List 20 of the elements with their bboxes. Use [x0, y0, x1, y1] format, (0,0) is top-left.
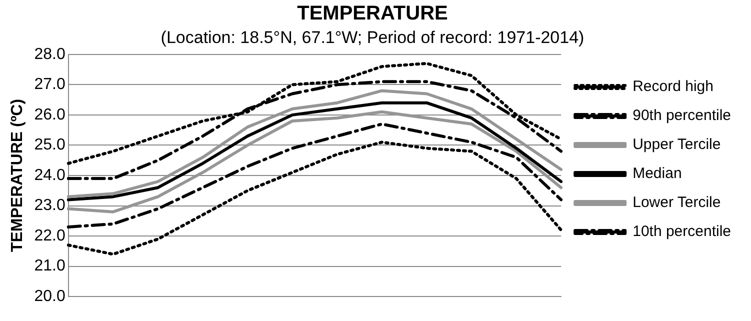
y-axis-title: TEMPERATURE (ºC)	[9, 98, 26, 252]
y-tick-label: 23.0	[34, 197, 66, 214]
legend-label: Record high	[632, 78, 714, 96]
y-tick-label: 26.0	[34, 106, 66, 124]
y-tick-label: 20.0	[34, 288, 66, 306]
line-series	[66, 140, 563, 256]
y-tick-label: 27.0	[34, 76, 66, 94]
legend-label: Lower Tercile	[632, 194, 721, 212]
legend-label: Upper Tercile	[632, 136, 721, 154]
chart-subtitle: (Location: 18.5°N, 67.1°W; Period of record: 1971-2014)	[160, 28, 584, 47]
chart-title: TEMPERATURE	[297, 2, 448, 25]
y-tick-label: 28.0	[34, 46, 66, 63]
legend-label: 90th percentile	[632, 107, 732, 124]
line-series	[66, 122, 563, 228]
y-tick-label: 21.0	[34, 258, 66, 275]
y-tick-label: 25.0	[34, 136, 66, 154]
y-tick-label: 22.0	[34, 227, 66, 244]
legend-label: Median	[632, 165, 682, 182]
legend-label: 10th percentile	[632, 223, 732, 240]
y-tick-label: 24.0	[34, 166, 66, 184]
